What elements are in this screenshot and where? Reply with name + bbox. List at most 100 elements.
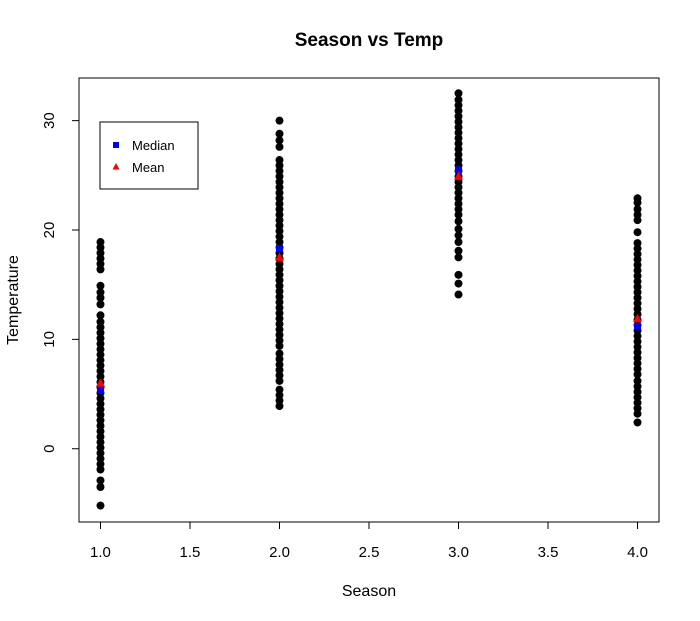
data-point	[275, 314, 284, 323]
data-point	[275, 166, 284, 175]
x-tick-label: 3.0	[448, 544, 469, 561]
data-point	[633, 359, 642, 368]
data-point	[96, 259, 105, 268]
data-point	[96, 399, 105, 408]
data-point	[454, 238, 463, 247]
data-point	[275, 265, 284, 274]
median-marker	[455, 166, 463, 174]
chart-title: Season vs Temp	[295, 30, 444, 51]
data-point	[96, 243, 105, 252]
data-point	[275, 259, 284, 268]
data-point	[275, 216, 284, 225]
data-point	[96, 421, 105, 430]
data-point	[275, 309, 284, 318]
mean-marker	[274, 252, 284, 261]
data-point	[275, 349, 284, 358]
median-marker	[96, 386, 104, 394]
data-point	[96, 238, 105, 247]
data-point	[275, 270, 284, 279]
data-point	[275, 172, 284, 181]
legend-label-mean: Mean	[132, 160, 165, 175]
data-point	[454, 199, 463, 208]
data-point	[454, 145, 463, 154]
data-point	[633, 266, 642, 275]
data-point	[96, 361, 105, 370]
data-point	[633, 299, 642, 308]
data-point	[96, 248, 105, 257]
y-axis: 0 10 20 30	[41, 112, 79, 453]
x-tick-label: 1.0	[90, 544, 111, 561]
data-point	[275, 298, 284, 307]
data-point	[275, 336, 284, 345]
data-point	[275, 320, 284, 329]
data-point	[454, 112, 463, 121]
data-point	[275, 194, 284, 203]
data-point	[454, 224, 463, 233]
data-point	[275, 355, 284, 364]
median-marker	[275, 245, 283, 253]
data-point	[96, 438, 105, 447]
median-marker	[634, 322, 642, 330]
data-point	[454, 279, 463, 288]
data-point	[96, 334, 105, 343]
data-point	[454, 194, 463, 203]
data-point	[96, 501, 105, 510]
data-point	[454, 89, 463, 98]
data-point	[454, 210, 463, 219]
data-point	[454, 231, 463, 240]
data-point	[454, 205, 463, 214]
data-point	[633, 250, 642, 259]
data-point	[633, 332, 642, 341]
data-point	[275, 371, 284, 380]
data-point	[96, 394, 105, 403]
data-point	[96, 449, 105, 458]
data-point	[275, 276, 284, 285]
data-point	[275, 303, 284, 312]
data-point	[275, 129, 284, 138]
data-point	[96, 416, 105, 425]
x-tick-label: 2.0	[269, 544, 290, 561]
data-point	[96, 372, 105, 381]
data-point	[96, 281, 105, 290]
data-point	[633, 376, 642, 385]
data-point	[275, 232, 284, 241]
data-point	[96, 345, 105, 354]
x-tick-label: 3.5	[538, 544, 559, 561]
data-point	[275, 199, 284, 208]
data-point	[454, 188, 463, 197]
data-point	[633, 271, 642, 280]
data-point	[633, 382, 642, 391]
summary-markers	[95, 166, 643, 394]
data-point	[96, 465, 105, 474]
legend-median-marker	[113, 142, 119, 148]
data-points	[96, 89, 642, 510]
data-point	[275, 396, 284, 405]
data-point	[96, 300, 105, 309]
y-tick-label: 10	[41, 331, 58, 348]
data-point	[454, 101, 463, 110]
data-point	[633, 277, 642, 286]
data-point	[96, 356, 105, 365]
data-point	[454, 290, 463, 299]
data-point	[633, 239, 642, 248]
mean-marker	[633, 313, 643, 323]
data-point	[275, 161, 284, 170]
data-point	[633, 210, 642, 219]
data-point	[96, 339, 105, 348]
data-point	[96, 483, 105, 492]
x-tick-label: 1.5	[180, 544, 201, 561]
data-point	[454, 123, 463, 132]
data-point	[633, 387, 642, 396]
data-point	[275, 376, 284, 385]
data-point	[454, 253, 463, 262]
data-point	[275, 325, 284, 334]
data-point	[633, 404, 642, 413]
data-point	[275, 287, 284, 296]
legend-box	[99, 121, 199, 190]
data-point	[454, 128, 463, 137]
data-point	[633, 205, 642, 214]
data-point	[275, 136, 284, 145]
data-point	[96, 443, 105, 452]
